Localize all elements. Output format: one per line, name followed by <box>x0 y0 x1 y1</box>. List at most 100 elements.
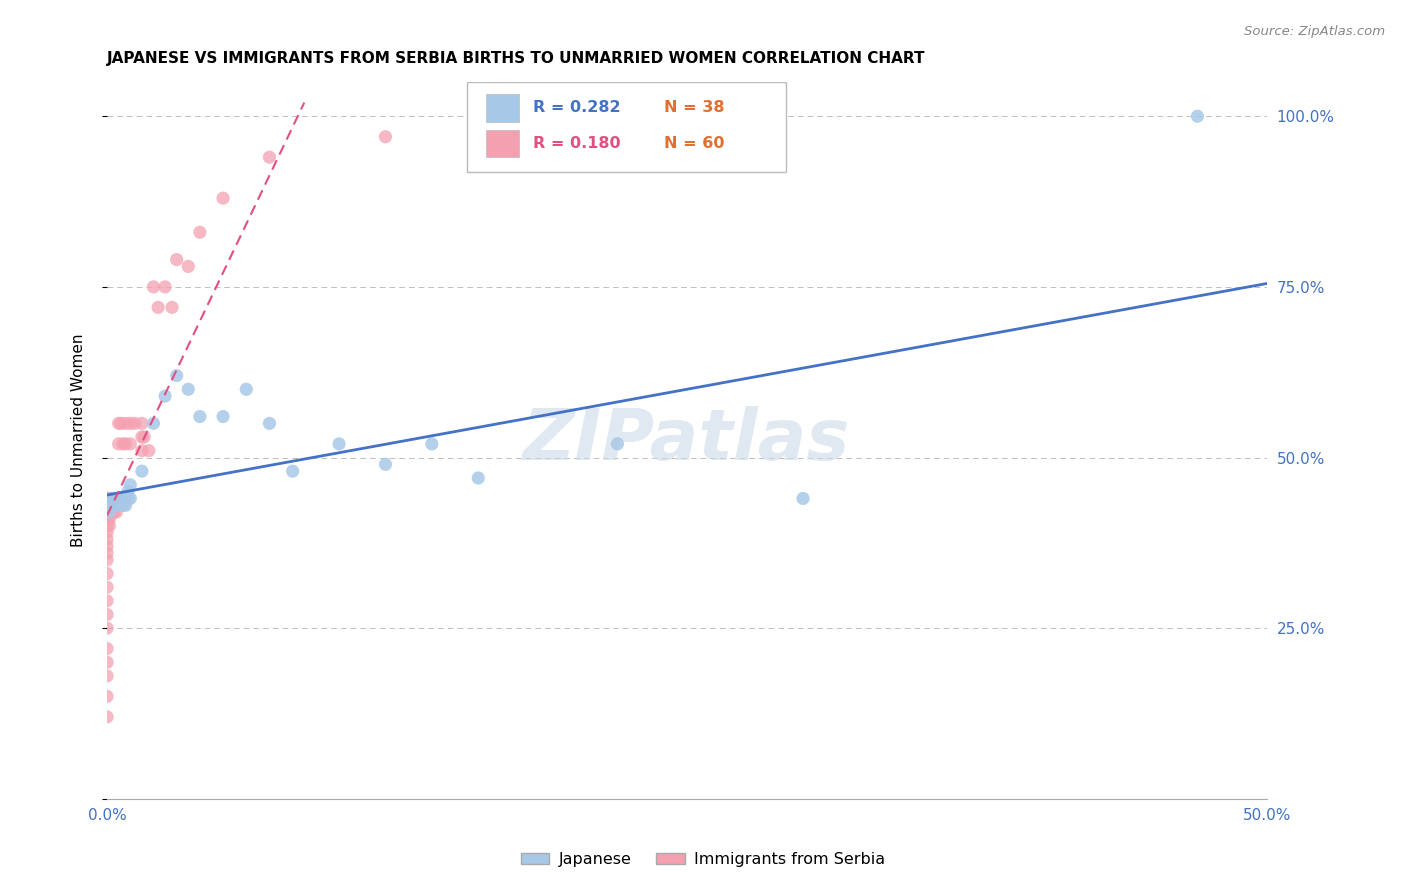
Point <box>259 150 281 164</box>
Point <box>142 280 165 294</box>
Point <box>792 491 814 506</box>
Point <box>96 539 118 553</box>
Point <box>107 437 129 451</box>
Point <box>105 498 128 512</box>
Point <box>1187 109 1209 123</box>
Point <box>96 498 118 512</box>
FancyBboxPatch shape <box>486 130 519 157</box>
Y-axis label: Births to Unmarried Women: Births to Unmarried Women <box>72 334 86 547</box>
Point <box>105 491 128 506</box>
Point <box>374 129 396 144</box>
Point <box>98 498 121 512</box>
Point <box>98 505 121 519</box>
Point <box>107 491 129 506</box>
Point <box>166 252 188 267</box>
Legend: Japanese, Immigrants from Serbia: Japanese, Immigrants from Serbia <box>515 846 891 873</box>
Point <box>120 478 142 492</box>
Point <box>96 512 118 526</box>
Point <box>160 301 183 315</box>
Point <box>96 641 118 656</box>
Point <box>96 498 118 512</box>
Point <box>100 505 122 519</box>
Point <box>107 491 129 506</box>
Point <box>112 491 135 506</box>
Point <box>188 409 211 424</box>
Point <box>96 505 118 519</box>
Point <box>120 491 142 506</box>
Point <box>103 505 125 519</box>
Point <box>105 505 128 519</box>
Point <box>103 491 125 506</box>
Point <box>606 437 628 451</box>
Point <box>110 417 132 431</box>
Point <box>131 443 153 458</box>
Point <box>96 525 118 540</box>
Point <box>96 491 118 506</box>
Point <box>114 491 136 506</box>
Point <box>212 191 235 205</box>
Point <box>420 437 443 451</box>
Point <box>96 669 118 683</box>
Text: ZIPatlas: ZIPatlas <box>523 406 851 475</box>
Point <box>124 417 146 431</box>
Point <box>134 430 156 444</box>
Text: R = 0.180: R = 0.180 <box>533 136 620 151</box>
Point <box>107 498 129 512</box>
Point <box>105 491 128 506</box>
Point <box>110 498 132 512</box>
Point <box>96 546 118 560</box>
Point <box>114 437 136 451</box>
Point <box>98 491 121 506</box>
FancyBboxPatch shape <box>467 82 786 171</box>
Point <box>188 225 211 239</box>
Point <box>153 280 176 294</box>
Point <box>114 498 136 512</box>
Point <box>96 566 118 581</box>
Point <box>96 491 118 506</box>
Point <box>100 491 122 506</box>
Text: R = 0.282: R = 0.282 <box>533 100 620 115</box>
Point <box>146 301 169 315</box>
Point <box>112 437 135 451</box>
Point <box>120 437 142 451</box>
Point <box>281 464 304 478</box>
Point <box>96 621 118 635</box>
Point <box>131 417 153 431</box>
Point <box>96 491 118 506</box>
Point <box>166 368 188 383</box>
Point <box>96 491 118 506</box>
Point <box>100 491 122 506</box>
Point <box>114 417 136 431</box>
Point <box>100 498 122 512</box>
Point <box>328 437 350 451</box>
Point <box>96 533 118 547</box>
Point <box>117 491 139 506</box>
Point <box>131 464 153 478</box>
Point <box>117 484 139 499</box>
Point <box>467 471 489 485</box>
Point <box>96 491 118 506</box>
Point <box>112 498 135 512</box>
Text: N = 60: N = 60 <box>664 136 724 151</box>
Point <box>259 417 281 431</box>
Point <box>110 491 132 506</box>
Text: N = 38: N = 38 <box>664 100 724 115</box>
Point <box>103 498 125 512</box>
Point <box>177 260 200 274</box>
Point <box>235 382 257 396</box>
Point <box>96 518 118 533</box>
Point <box>98 505 121 519</box>
Point <box>98 518 121 533</box>
Point <box>177 382 200 396</box>
Point <box>98 498 121 512</box>
Point <box>107 417 129 431</box>
Point <box>138 443 160 458</box>
Point <box>96 580 118 594</box>
Point <box>374 458 396 472</box>
FancyBboxPatch shape <box>486 95 519 121</box>
Point <box>98 512 121 526</box>
Point <box>96 594 118 608</box>
Point <box>212 409 235 424</box>
Point <box>96 655 118 669</box>
Text: JAPANESE VS IMMIGRANTS FROM SERBIA BIRTHS TO UNMARRIED WOMEN CORRELATION CHART: JAPANESE VS IMMIGRANTS FROM SERBIA BIRTH… <box>107 51 925 66</box>
